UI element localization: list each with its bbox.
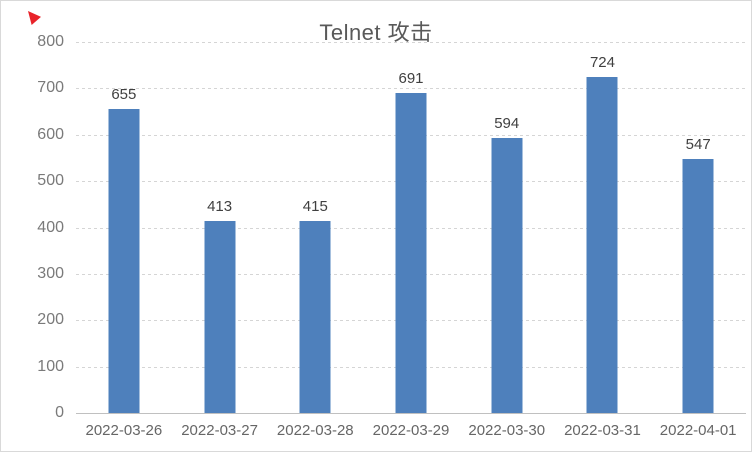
y-tick-label-800: 800 bbox=[37, 33, 64, 50]
bar-value-label: 655 bbox=[111, 86, 137, 104]
x-tick-label-2022-03-28: 2022-03-28 bbox=[276, 422, 354, 439]
bar-value-label: 724 bbox=[589, 54, 615, 72]
gridline-0: 0 bbox=[55, 404, 746, 421]
x-tick-label-2022-04-01: 2022-04-01 bbox=[659, 422, 737, 439]
bar-2022-03-26 bbox=[108, 109, 140, 413]
gridline-800: 800 bbox=[37, 33, 746, 50]
bar-value-label: 415 bbox=[302, 197, 328, 215]
x-tick-label-2022-03-27: 2022-03-27 bbox=[181, 422, 258, 439]
bar-value-label: 594 bbox=[494, 114, 520, 132]
bar-2022-03-27 bbox=[204, 221, 236, 413]
x-axis-labels: 2022-03-26 2022-03-27 2022-03-28 2022-03-29… bbox=[76, 422, 746, 439]
bar-cell-2022-03-27: 413 bbox=[172, 42, 268, 413]
bar-2022-04-01 bbox=[682, 159, 714, 413]
y-tick-label-0: 0 bbox=[55, 404, 64, 421]
bar-value-label: 547 bbox=[685, 136, 711, 154]
bar-cell-2022-03-28: 415 bbox=[267, 42, 363, 413]
bar-cell-2022-03-31: 724 bbox=[555, 42, 651, 413]
bar-value-label: 413 bbox=[207, 198, 233, 216]
bar-2022-03-30 bbox=[491, 137, 523, 413]
y-tick-label-200: 200 bbox=[37, 311, 64, 329]
x-tick-label-2022-03-31: 2022-03-31 bbox=[564, 422, 641, 439]
x-tick-label-2022-03-26: 2022-03-26 bbox=[85, 422, 163, 439]
bar-cell-2022-03-29: 691 bbox=[363, 42, 459, 413]
y-tick-label-700: 700 bbox=[37, 79, 64, 97]
x-tick-label-2022-03-29: 2022-03-29 bbox=[372, 422, 450, 439]
y-tick-label-300: 300 bbox=[37, 264, 64, 282]
bar-value-label: 691 bbox=[398, 69, 424, 87]
plot-area: 0 100 200 300 400 500 600 700 800 655 413 415 691 59… bbox=[37, 33, 746, 421]
gridline-700: 700 bbox=[37, 79, 746, 96]
y-tick-label-500: 500 bbox=[37, 172, 64, 190]
x-tick-label-2022-03-30: 2022-03-30 bbox=[468, 422, 546, 439]
bar-cell-2022-04-01: 547 bbox=[650, 42, 746, 413]
bar-2022-03-31 bbox=[586, 77, 618, 413]
y-tick-label-600: 600 bbox=[37, 125, 64, 143]
y-tick-label-400: 400 bbox=[37, 218, 64, 236]
bar-2022-03-28 bbox=[299, 220, 331, 413]
bar-cell-2022-03-30: 594 bbox=[459, 42, 555, 413]
chart-title: Telnet 攻击 bbox=[319, 20, 433, 45]
y-tick-label-100: 100 bbox=[37, 357, 64, 375]
bars-layer: 655 413 415 691 594 724 547 bbox=[76, 42, 746, 413]
bar-2022-03-29 bbox=[395, 92, 427, 413]
bar-cell-2022-03-26: 655 bbox=[76, 42, 172, 413]
